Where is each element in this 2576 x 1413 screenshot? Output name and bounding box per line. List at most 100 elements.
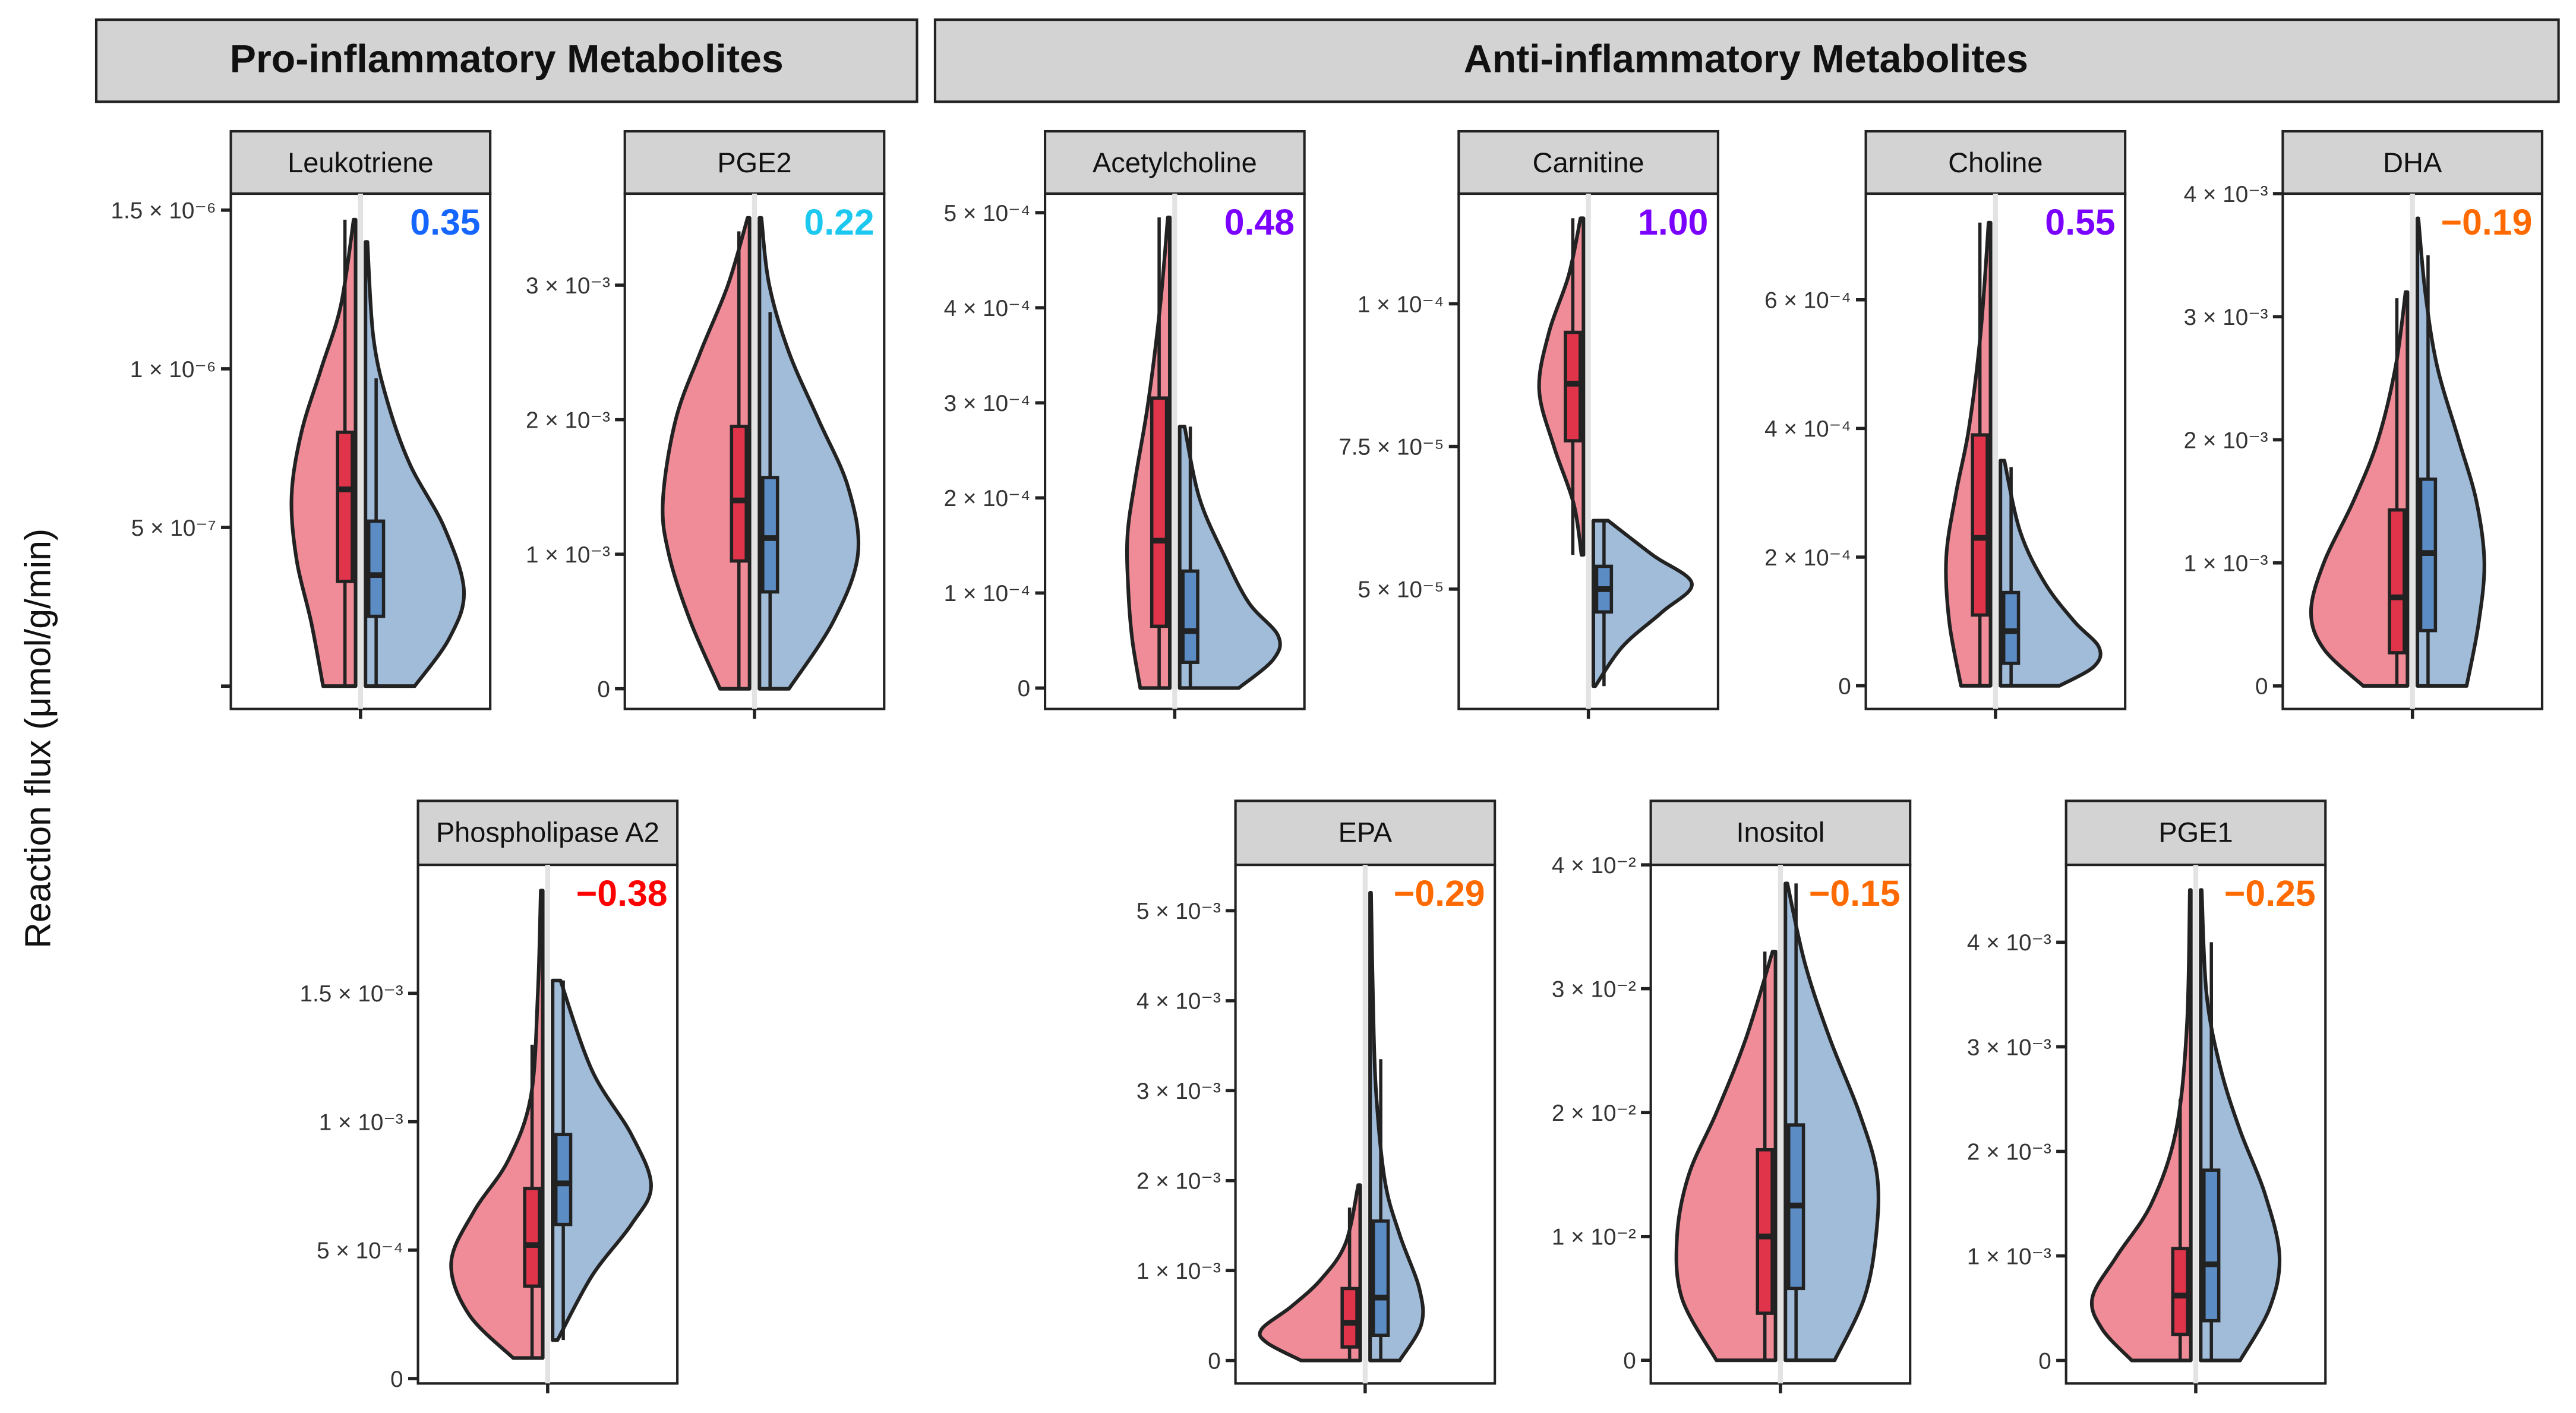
y-tick-label: 1 × 10⁻³	[1967, 1244, 2051, 1269]
header-pro-label: Pro-inflammatory Metabolites	[230, 37, 784, 81]
panel-strip	[1864, 129, 2127, 195]
y-tick-label: 0	[1838, 674, 1851, 699]
y-tick-label: 0	[1623, 1348, 1636, 1374]
panel-title: DHA	[2383, 147, 2442, 178]
panel-dha: DHA 0 1 × 10⁻³ 2 × 10⁻³ 3 × 10⁻³ 4 × 10⁻³ −0.1…	[2184, 129, 2544, 719]
y-tick-label: 6 × 10⁻⁴	[1764, 288, 1851, 314]
panel-strip	[2281, 129, 2544, 195]
correlation-label: −0.29	[1394, 873, 1485, 913]
panel-title: Inositol	[1737, 816, 1825, 848]
group-b-box	[2202, 1168, 2221, 1323]
group-b-box	[367, 519, 386, 618]
y-tick-label: 2 × 10⁻³	[1137, 1169, 1221, 1194]
y-tick-label: 1 × 10⁻²	[1552, 1225, 1636, 1250]
group-a-box	[730, 425, 748, 563]
panel-title: EPA	[1338, 816, 1393, 848]
y-tick-label: 3 × 10⁻³	[2184, 305, 2268, 330]
group-a-violin	[1674, 950, 1778, 1363]
panel-acetylcholine: Acetylcholine 0 1 × 10⁻⁴ 2 × 10⁻⁴ 3 × 10⁻⁴ 4 …	[944, 129, 1306, 719]
group-b-violin	[1783, 881, 1880, 1363]
group-b-violin	[1177, 425, 1282, 690]
group-b-violin	[551, 978, 653, 1342]
panel-title: Carnitine	[1533, 147, 1644, 178]
group-a-violin	[661, 216, 752, 691]
y-tick-label: 4 × 10⁻⁴	[944, 296, 1031, 321]
correlation-label: 0.35	[410, 202, 480, 242]
y-tick-label: 2 × 10⁻³	[1967, 1139, 2051, 1165]
header-anti-inflammatory: Anti-inflammatory Metabolites	[933, 18, 2560, 103]
correlation-label: 0.22	[804, 202, 874, 242]
panel-strip	[1234, 799, 1497, 867]
panel-strip	[416, 799, 679, 867]
header-pro-inflammatory: Pro-inflammatory Metabolites	[94, 18, 918, 103]
group-b-box	[1371, 1219, 1390, 1338]
panel-title: Phospholipase A2	[436, 816, 659, 848]
y-tick-label: 7.5 × 10⁻⁵	[1338, 434, 1444, 460]
panel-strip	[1457, 129, 1719, 195]
y-tick-label: 3 × 10⁻⁴	[944, 391, 1031, 416]
group-a-box	[2171, 1247, 2189, 1336]
y-tick-label: 0	[2038, 1348, 2051, 1374]
correlation-label: −0.15	[1809, 873, 1901, 913]
y-tick-label: 0	[597, 677, 610, 702]
panel-title: Leukotriene	[288, 147, 433, 178]
panel-title: Acetylcholine	[1093, 147, 1257, 178]
y-tick-label: 5 × 10⁻⁷	[131, 516, 216, 541]
panel-pge2: PGE2 0 1 × 10⁻³ 2 × 10⁻³ 3 × 10⁻³ 0.22	[526, 129, 886, 719]
y-tick-label: 1.5 × 10⁻³	[300, 981, 403, 1007]
group-a-box	[1971, 433, 1989, 617]
y-tick-label: 4 × 10⁻³	[1137, 989, 1221, 1014]
y-tick-label: 3 × 10⁻³	[1137, 1079, 1221, 1104]
group-a-box	[2388, 508, 2406, 655]
panel-strip	[2064, 799, 2327, 867]
correlation-label: 1.00	[1638, 202, 1708, 242]
panel-strip	[1649, 799, 1912, 867]
y-tick-label: 1 × 10⁻³	[526, 542, 610, 568]
correlation-label: 0.55	[2045, 202, 2115, 242]
correlation-label: 0.48	[1224, 202, 1295, 242]
panel-leukotriene: Leukotriene 5 × 10⁻⁷ 1 × 10⁻⁶ 1.5 × 10⁻⁶ 0.3…	[111, 129, 492, 719]
group-a-violin	[2089, 888, 2193, 1363]
panel-phospholipase-a2: Phospholipase A2 0 5 × 10⁻⁴ 1 × 10⁻³ 1.5 × 1…	[300, 799, 679, 1393]
y-tick-label: 2 × 10⁻⁴	[1764, 545, 1851, 571]
group-b-violin	[1591, 519, 1694, 688]
y-tick-label: 0	[2255, 674, 2268, 700]
y-tick-label: 2 × 10⁻³	[526, 407, 610, 433]
panel-strip	[623, 129, 886, 195]
y-tick-label: 1 × 10⁻³	[319, 1109, 403, 1135]
y-tick-label: 3 × 10⁻³	[1967, 1035, 2051, 1060]
y-tick-label: 5 × 10⁻⁵	[1358, 577, 1444, 603]
panel-inositol: Inositol 0 1 × 10⁻² 2 × 10⁻² 3 × 10⁻² 4 × 10⁻…	[1552, 799, 1912, 1393]
y-tick-label: 4 × 10⁻³	[1967, 930, 2051, 956]
y-axis-label: Reaction flux (μmol/g/min)	[18, 529, 58, 949]
correlation-label: −0.38	[576, 873, 668, 913]
correlation-label: −0.19	[2441, 202, 2533, 242]
panel-carnitine: Carnitine 5 × 10⁻⁵ 7.5 × 10⁻⁵ 1 × 10⁻⁴ 1.00	[1338, 129, 1719, 719]
group-a-box	[336, 431, 354, 583]
panel-title: Choline	[1948, 147, 2043, 178]
y-tick-label: 0	[390, 1367, 403, 1392]
correlation-label: −0.25	[2224, 873, 2316, 913]
group-b-violin	[1999, 459, 2103, 688]
y-tick-label: 0	[1208, 1348, 1221, 1374]
group-a-box	[1756, 1148, 1774, 1315]
y-tick-label: 3 × 10⁻²	[1552, 976, 1636, 1002]
group-a-box	[523, 1187, 541, 1288]
group-b-violin	[757, 216, 861, 691]
panel-choline: Choline 0 2 × 10⁻⁴ 4 × 10⁻⁴ 6 × 10⁻⁴ 0.55	[1764, 129, 2127, 719]
panel-title: PGE2	[717, 147, 791, 178]
y-tick-label: 1 × 10⁻⁴	[1358, 292, 1444, 317]
group-b-box	[761, 476, 779, 594]
panel-pge1: PGE1 0 1 × 10⁻³ 2 × 10⁻³ 3 × 10⁻³ 4 × 10⁻³ −0.…	[1967, 799, 2327, 1393]
y-tick-label: 1 × 10⁻³	[1137, 1259, 1221, 1284]
group-b-box	[554, 1133, 573, 1227]
y-tick-label: 1.5 × 10⁻⁶	[111, 198, 216, 224]
y-tick-label: 2 × 10⁻⁴	[944, 486, 1031, 511]
y-tick-label: 5 × 10⁻⁴	[317, 1238, 403, 1264]
group-a-box	[1150, 396, 1169, 628]
header-anti-label: Anti-inflammatory Metabolites	[1464, 37, 2028, 81]
group-a-box	[1340, 1286, 1359, 1349]
panel-title: PGE1	[2158, 816, 2233, 848]
group-a-violin	[449, 889, 545, 1360]
